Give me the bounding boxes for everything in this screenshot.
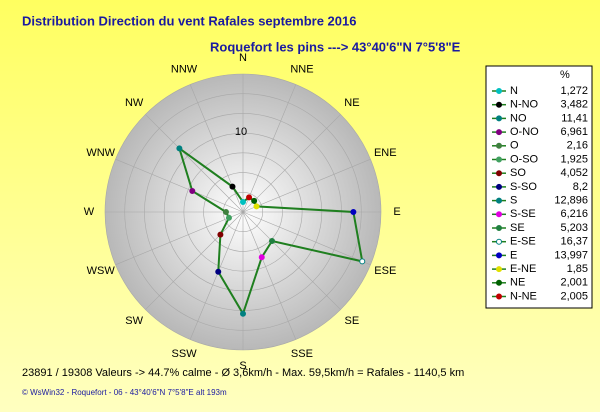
legend-title: % xyxy=(560,69,570,81)
point xyxy=(251,197,258,204)
axis-label: NE xyxy=(344,97,359,109)
axis-label: SE xyxy=(345,315,360,327)
legend-value: 2,001 xyxy=(560,277,588,289)
axis-label: W xyxy=(84,206,95,218)
axis-label: WNW xyxy=(86,147,115,159)
point xyxy=(258,254,265,261)
point xyxy=(222,209,229,215)
point xyxy=(246,194,253,201)
legend-label: S-SO xyxy=(510,181,537,193)
legend-value: 6,216 xyxy=(560,208,588,220)
legend-marker xyxy=(496,129,502,136)
axis-label: SSW xyxy=(172,348,198,360)
credit: © WsWin32 - Roquefort - 06 - 43°40'6"N 7… xyxy=(22,388,227,397)
spoke xyxy=(242,114,341,213)
spoke xyxy=(145,211,244,310)
legend-label: NE xyxy=(510,277,525,289)
point xyxy=(189,187,196,194)
legend-marker xyxy=(496,142,502,149)
axis-label: WSW xyxy=(87,265,116,277)
legend-value: 3,482 xyxy=(560,99,588,111)
spoke xyxy=(242,84,297,213)
point xyxy=(269,238,276,245)
point xyxy=(240,310,246,317)
legend-value: 16,37 xyxy=(560,236,588,248)
spoke xyxy=(145,114,244,213)
axis-label: NNE xyxy=(290,64,313,76)
legend-value: 1,925 xyxy=(560,153,588,165)
legend-marker xyxy=(496,88,502,94)
spoke xyxy=(242,211,297,340)
legend-marker xyxy=(496,211,502,218)
legend-marker xyxy=(496,183,502,190)
chart-subtitle: Roquefort les pins ---> 43°40'6"N 7°5'8"… xyxy=(210,39,461,54)
spoke xyxy=(242,211,371,266)
spoke xyxy=(115,158,244,213)
legend-value: 6,961 xyxy=(560,126,588,138)
legend-marker xyxy=(496,115,502,122)
point xyxy=(176,145,183,152)
legend-label: S-SE xyxy=(510,208,536,220)
point xyxy=(253,203,260,210)
r-tick-label: 10 xyxy=(235,126,247,138)
point xyxy=(217,231,224,238)
legend-label: E-NE xyxy=(510,263,536,275)
chart-title: Distribution Direction du vent Rafales s… xyxy=(22,13,356,28)
spoke xyxy=(189,211,244,340)
axis-label: S xyxy=(239,360,246,372)
legend-marker xyxy=(496,238,502,245)
axis-label: NW xyxy=(125,97,144,109)
axis-label: ENE xyxy=(374,147,397,159)
legend-label: NO xyxy=(510,112,527,124)
legend-value: 4,052 xyxy=(560,167,588,179)
legend-label: SE xyxy=(510,222,525,234)
legend-value: 11,41 xyxy=(561,112,588,124)
legend-label: O-NO xyxy=(510,126,539,138)
point xyxy=(225,214,232,221)
legend-marker xyxy=(496,266,502,273)
legend-value: 2,005 xyxy=(560,290,588,302)
axis-label: SW xyxy=(125,315,143,327)
legend-marker xyxy=(496,225,502,231)
spoke xyxy=(242,158,371,213)
legend-label: SO xyxy=(510,167,526,179)
legend-label: O xyxy=(510,140,519,152)
legend-value: 13,997 xyxy=(554,249,588,261)
legend-marker xyxy=(496,293,502,300)
point xyxy=(229,183,236,190)
legend-value: 1,85 xyxy=(567,263,588,275)
legend-label: S xyxy=(510,195,517,207)
spoke xyxy=(242,211,341,310)
legend-value: 5,203 xyxy=(560,222,588,234)
point xyxy=(240,198,246,205)
legend-label: N-NE xyxy=(510,290,537,302)
legend-value: 1,272 xyxy=(560,85,588,97)
axis-label: N xyxy=(239,52,247,64)
legend-label: O-SO xyxy=(510,153,539,165)
legend-label: N-NO xyxy=(510,99,539,111)
axis-label: E xyxy=(393,206,400,218)
legend-marker xyxy=(496,197,502,204)
legend-marker xyxy=(496,156,502,163)
axis-label: ESE xyxy=(374,265,396,277)
legend-value: 12,896 xyxy=(554,195,588,207)
point xyxy=(350,209,357,215)
legend-label: N xyxy=(510,85,518,97)
legend-marker xyxy=(496,101,502,108)
footer: 23891 / 19308 Valeurs -> 44.7% calme - Ø… xyxy=(22,367,464,379)
legend-value: 8,2 xyxy=(573,181,588,193)
legend-label: E-SE xyxy=(510,236,536,248)
legend-value: 2,16 xyxy=(567,140,588,152)
legend-marker xyxy=(496,279,502,286)
legend-marker xyxy=(496,170,502,177)
legend-marker xyxy=(496,252,502,259)
axis-label: SSE xyxy=(291,348,313,360)
legend-label: E xyxy=(510,249,517,261)
axis-label: NNW xyxy=(171,64,198,76)
spoke xyxy=(115,211,244,266)
point xyxy=(359,258,366,265)
point xyxy=(215,268,222,275)
